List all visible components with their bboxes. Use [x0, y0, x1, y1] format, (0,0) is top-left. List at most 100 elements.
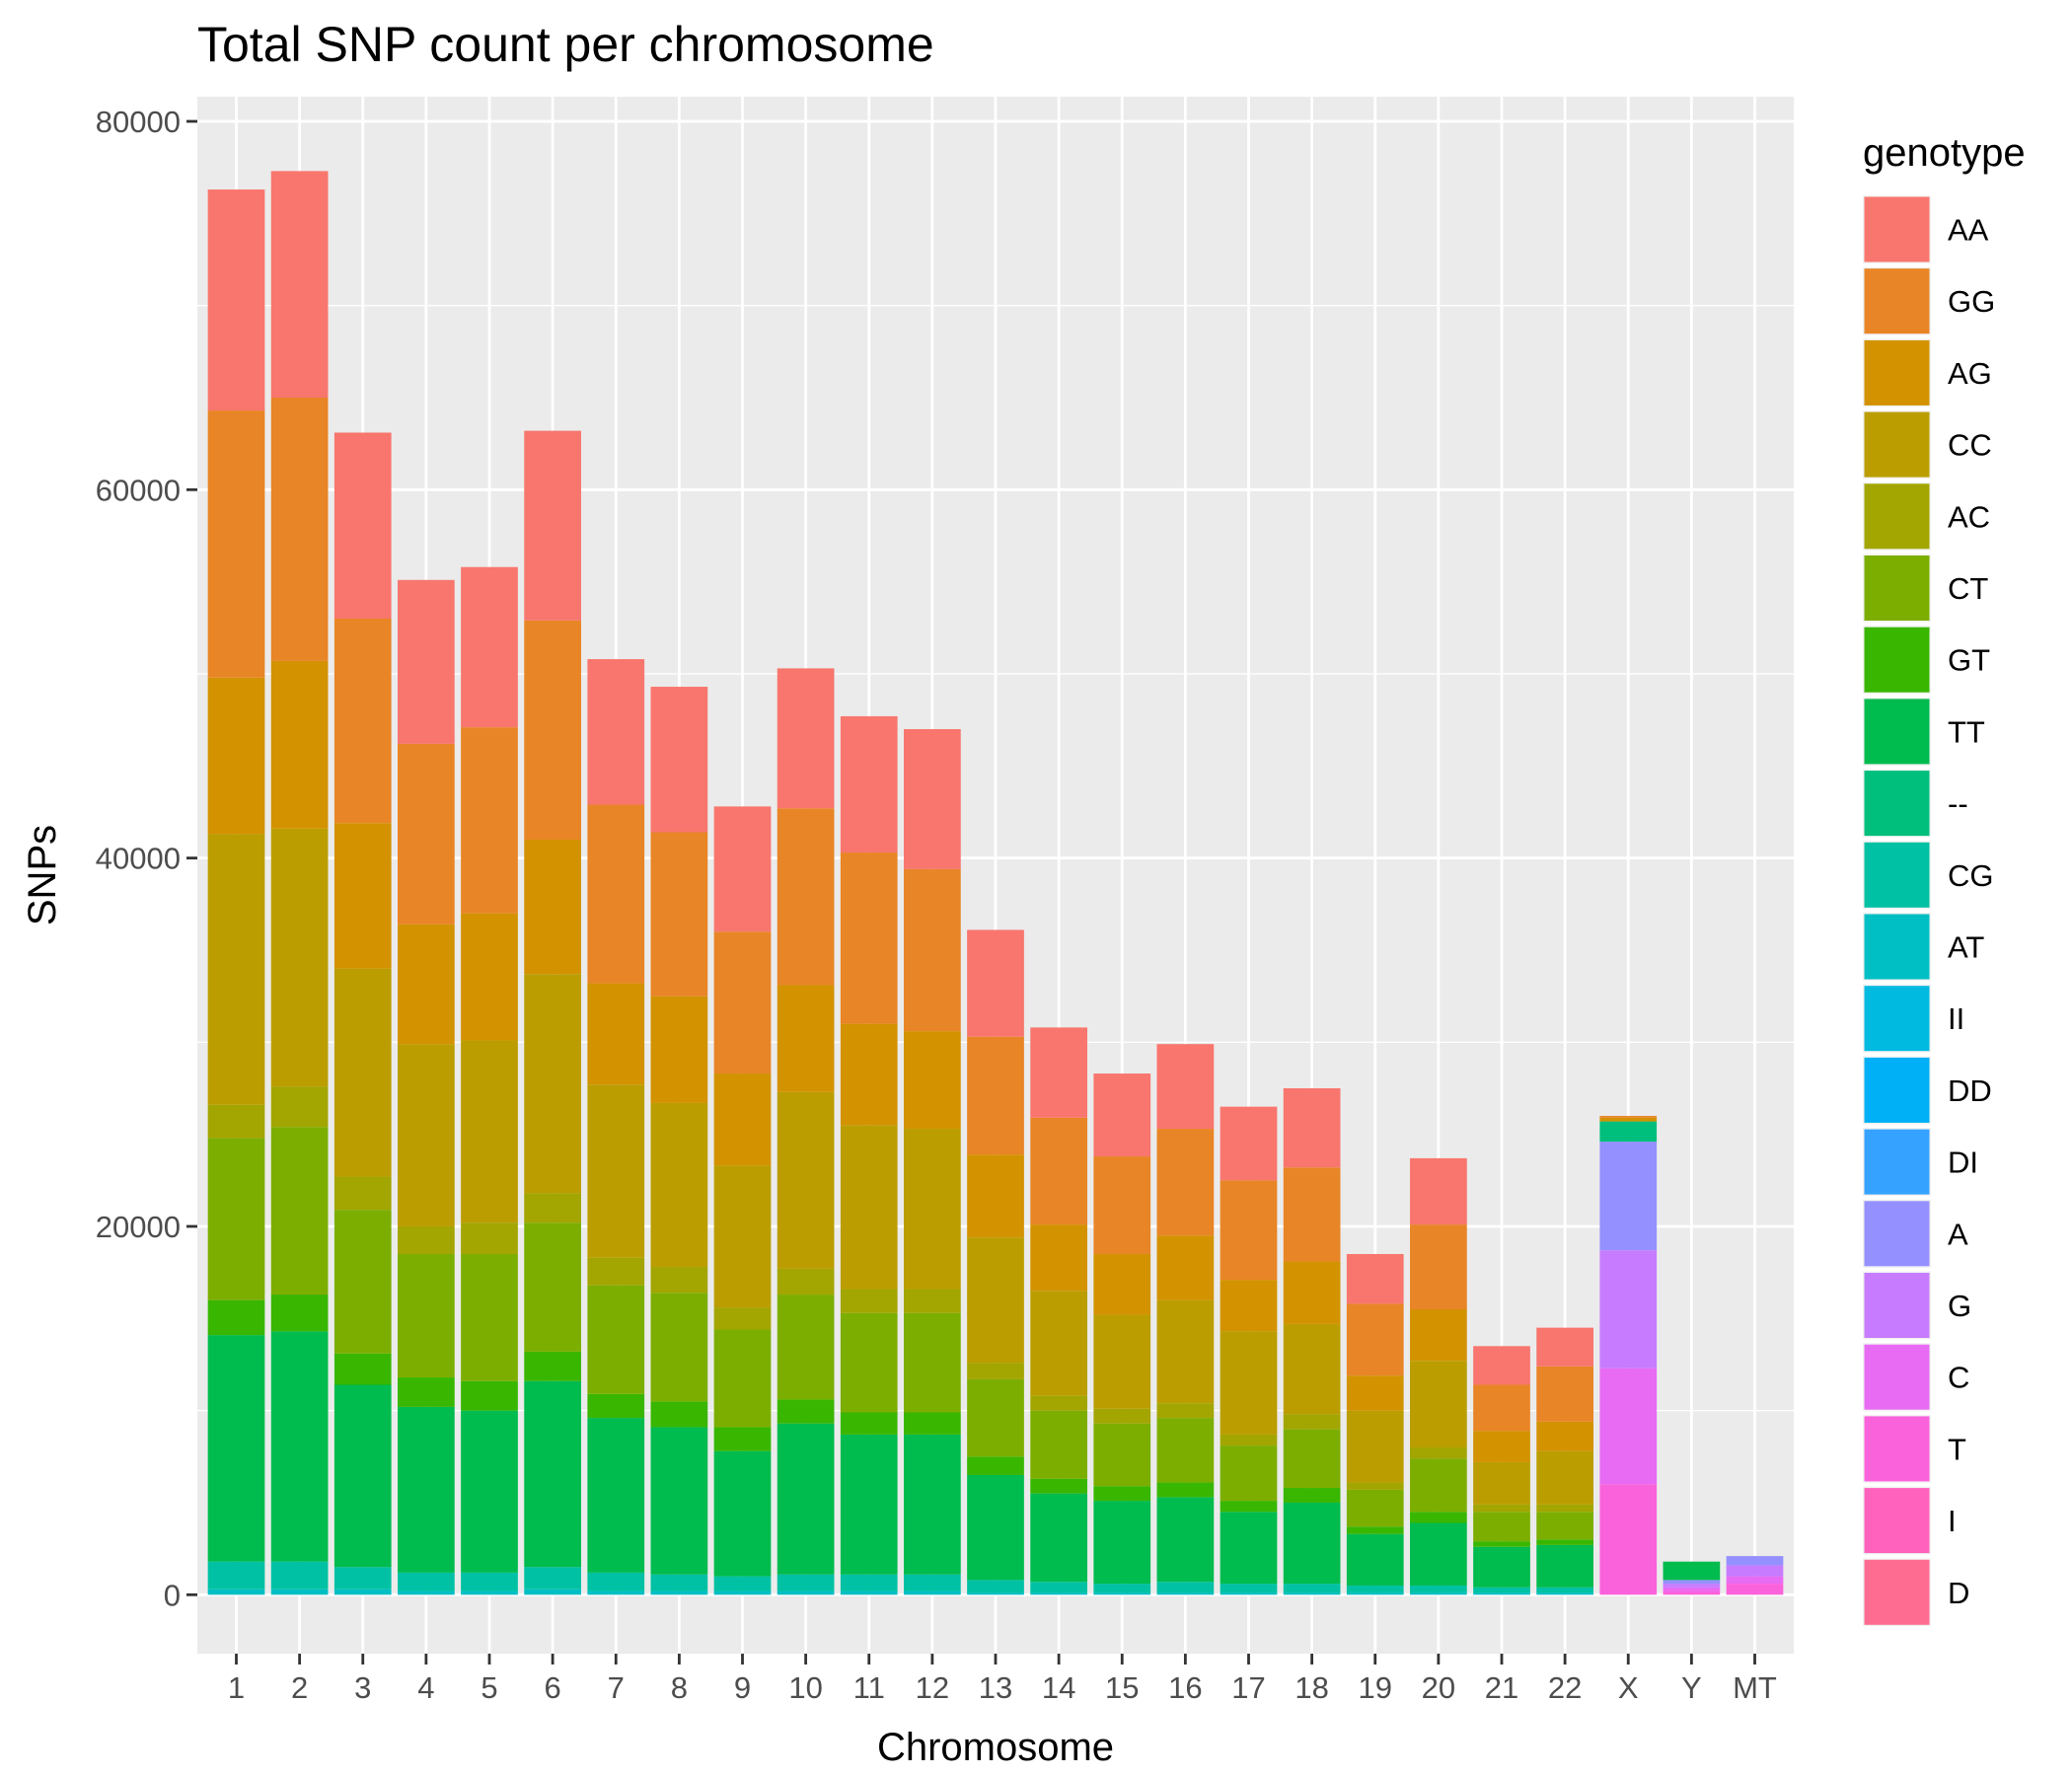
bar-segment-14-GG: [1030, 1117, 1087, 1225]
x-tick-label: 10: [788, 1670, 822, 1705]
bar-segment-7-GG: [587, 804, 645, 984]
legend-label: I: [1948, 1504, 1957, 1538]
x-tick-label: 22: [1548, 1670, 1582, 1705]
legend-key: [1864, 627, 1930, 693]
bar-segment-6-CC: [524, 974, 581, 1194]
bar-segment-7-AG: [587, 983, 645, 1085]
bar-segment-18-AA: [1283, 1087, 1341, 1168]
bar-segment-10-CG: [777, 1574, 835, 1591]
bar-segment-3-GT: [333, 1353, 392, 1385]
x-tick-label: 2: [291, 1670, 308, 1705]
legend-item: AC: [1863, 481, 1990, 551]
bar-stack-1: [207, 189, 265, 1595]
bar-segment-2-AG: [270, 660, 329, 829]
legend-item: GT: [1863, 626, 1990, 695]
legend-title: genotype: [1863, 131, 2026, 175]
bar-segment-17-GG: [1220, 1180, 1278, 1281]
bar-segment-8-AT: [650, 1591, 708, 1595]
bar-segment-11-GG: [840, 852, 898, 1024]
bar-segment-2-AA: [270, 171, 329, 398]
bar-segment-5-CG: [461, 1572, 518, 1591]
bar-segment-5-GG: [461, 727, 518, 914]
bar-segment-6-AT: [524, 1589, 581, 1595]
bar-segment-7-CG: [587, 1572, 645, 1591]
bar-segment-11-AA: [840, 715, 898, 853]
bar-segment-16-TT: [1156, 1497, 1215, 1583]
bar-segment-13-AA: [967, 929, 1024, 1037]
bar-segment-12-AA: [904, 728, 961, 869]
bar-segment-12-CC: [904, 1129, 961, 1290]
bar-segment-19-AC: [1346, 1482, 1404, 1490]
legend-item: AA: [1863, 195, 1989, 263]
bar-segment-16-CG: [1156, 1582, 1215, 1593]
bar-segment-5-AC: [461, 1222, 518, 1254]
legend-item: I: [1863, 1486, 1957, 1555]
bar-segment-14-GT: [1030, 1478, 1087, 1494]
bar-segment-2-TT: [270, 1331, 329, 1562]
bar-segment-21-AT: [1473, 1592, 1530, 1595]
legend-key: [1864, 771, 1930, 837]
bar-segment-15-GG: [1093, 1156, 1151, 1254]
bar-segment-13-CT: [967, 1378, 1024, 1457]
bar-segment-16-AC: [1156, 1403, 1215, 1419]
bar-segment-19-AT: [1346, 1592, 1404, 1595]
bar-segment-20-TT: [1410, 1522, 1467, 1586]
bar-segment-15-AC: [1093, 1408, 1151, 1424]
x-tick-label: 20: [1422, 1670, 1455, 1705]
x-axis-title: Chromosome: [877, 1726, 1114, 1769]
bar-segment-17-TT: [1220, 1512, 1278, 1585]
bar-segment-3-TT: [333, 1384, 392, 1568]
bar-segment-18-CT: [1283, 1429, 1341, 1489]
bar-segment-2-AT: [270, 1589, 329, 1595]
legend-item: TT: [1863, 697, 1985, 766]
bar-segment-18-TT: [1283, 1502, 1341, 1585]
bar-segment-1-AG: [207, 677, 265, 835]
bar-segment-10-GG: [777, 808, 835, 986]
bar-segment-22-TT: [1536, 1544, 1593, 1588]
bar-segment-14-AG: [1030, 1224, 1087, 1292]
bar-segment-21-CG: [1473, 1587, 1530, 1593]
bar-segment-3-CT: [333, 1210, 392, 1354]
bar-segment-18-AG: [1283, 1261, 1341, 1324]
bar-segment-Y-A: [1663, 1580, 1721, 1585]
bar-segment-5-CT: [461, 1253, 518, 1381]
x-tick-label: 18: [1295, 1670, 1328, 1705]
bar-segment-18-AC: [1283, 1414, 1341, 1430]
legend-label: AG: [1948, 356, 1992, 391]
bar-segment-4-AA: [398, 579, 455, 744]
bar-segment-15-AG: [1093, 1253, 1151, 1315]
legend-key: [1864, 1344, 1930, 1410]
bar-segment-8-CG: [650, 1574, 708, 1591]
legend-item: DD: [1863, 1056, 1992, 1125]
x-tick-label: 19: [1359, 1670, 1392, 1705]
bar-segment-8-GT: [650, 1401, 708, 1428]
bar-segment-12-CG: [904, 1574, 961, 1591]
bar-segment-5-AA: [461, 566, 518, 728]
bar-segment-20-AA: [1410, 1157, 1467, 1225]
legend-item: CT: [1863, 554, 1988, 623]
bar-segment-18-GT: [1283, 1488, 1341, 1503]
bar-segment-4-CT: [398, 1253, 455, 1378]
bar-segment-Y-TT: [1663, 1561, 1721, 1581]
bar-segment-MT-G: [1726, 1565, 1784, 1577]
bar-segment-22-AT: [1536, 1592, 1593, 1595]
bar-segment-9-AT: [713, 1591, 772, 1595]
bar-segment-11-CC: [840, 1125, 898, 1290]
legend-label: TT: [1948, 714, 1985, 749]
legend-item: --: [1863, 769, 1968, 838]
bar-segment-22-GT: [1536, 1539, 1593, 1545]
bar-stack-7: [587, 659, 645, 1595]
legend-label: GT: [1948, 643, 1990, 678]
bar-segment-9-CC: [713, 1165, 772, 1308]
bar-segment-16-AG: [1156, 1235, 1215, 1300]
bar-segment-X-T: [1599, 1484, 1658, 1595]
bar-segment-5-AG: [461, 913, 518, 1041]
bar-segment-22-CC: [1536, 1450, 1593, 1505]
bar-segment-16-CC: [1156, 1299, 1215, 1404]
bar-segment-2-CT: [270, 1127, 329, 1295]
bar-segment-10-AT: [777, 1591, 835, 1595]
bar-segment-6-TT: [524, 1380, 581, 1568]
bar-segment-12-AG: [904, 1031, 961, 1130]
bar-segment-Y-C: [1663, 1587, 1721, 1591]
bar-segment-11-AC: [840, 1289, 898, 1313]
